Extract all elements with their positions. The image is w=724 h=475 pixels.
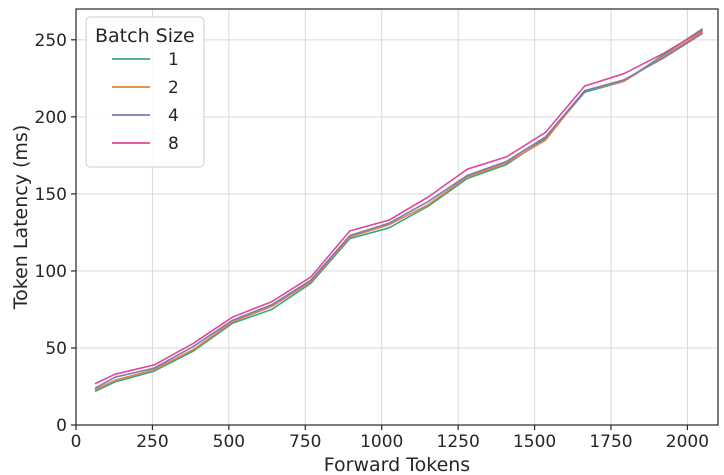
x-axis-label: Forward Tokens	[324, 454, 470, 475]
x-tick-label: 1250	[437, 432, 480, 452]
y-tick-label: 150	[35, 185, 67, 205]
legend-label-batch-1: 1	[168, 50, 179, 70]
y-tick-label: 100	[35, 262, 67, 282]
plot-frame	[75, 8, 719, 426]
legend-label-batch-2: 2	[168, 78, 179, 98]
legend-box	[85, 16, 205, 168]
tick-layer: 0 250 500 750 1000 1250 1500 1750 20000501001502…	[35, 31, 710, 452]
y-axis-label: Token Latency (ms)	[10, 125, 32, 310]
x-tick-label: 1500	[513, 432, 556, 452]
legend-label-batch-8: 8	[168, 134, 179, 154]
legend: Batch Size 1 2 4 8	[85, 16, 205, 168]
legend-entries: 1 2 4 8	[112, 50, 179, 154]
x-tick-label: 0	[71, 432, 82, 452]
series-line-batch-1	[94, 28, 703, 392]
x-tick-label: 250	[136, 432, 168, 452]
series-line-batch-4	[94, 32, 703, 389]
y-tick-label: 0	[56, 416, 67, 436]
x-tick-label: 1000	[360, 432, 403, 452]
x-tick-label: 2000	[666, 432, 709, 452]
series-line-batch-8	[94, 29, 703, 385]
y-tick-label: 250	[35, 31, 67, 51]
y-tick-label: 50	[45, 339, 67, 359]
x-tick-label: 500	[213, 432, 245, 452]
x-tick-label: 1750	[589, 432, 632, 452]
x-tick-label: 750	[289, 432, 321, 452]
legend-title: Batch Size	[95, 25, 195, 47]
series-layer	[94, 28, 703, 392]
y-tick-label: 200	[35, 108, 67, 128]
legend-label-batch-4: 4	[168, 106, 179, 126]
grid-layer	[75, 9, 718, 426]
